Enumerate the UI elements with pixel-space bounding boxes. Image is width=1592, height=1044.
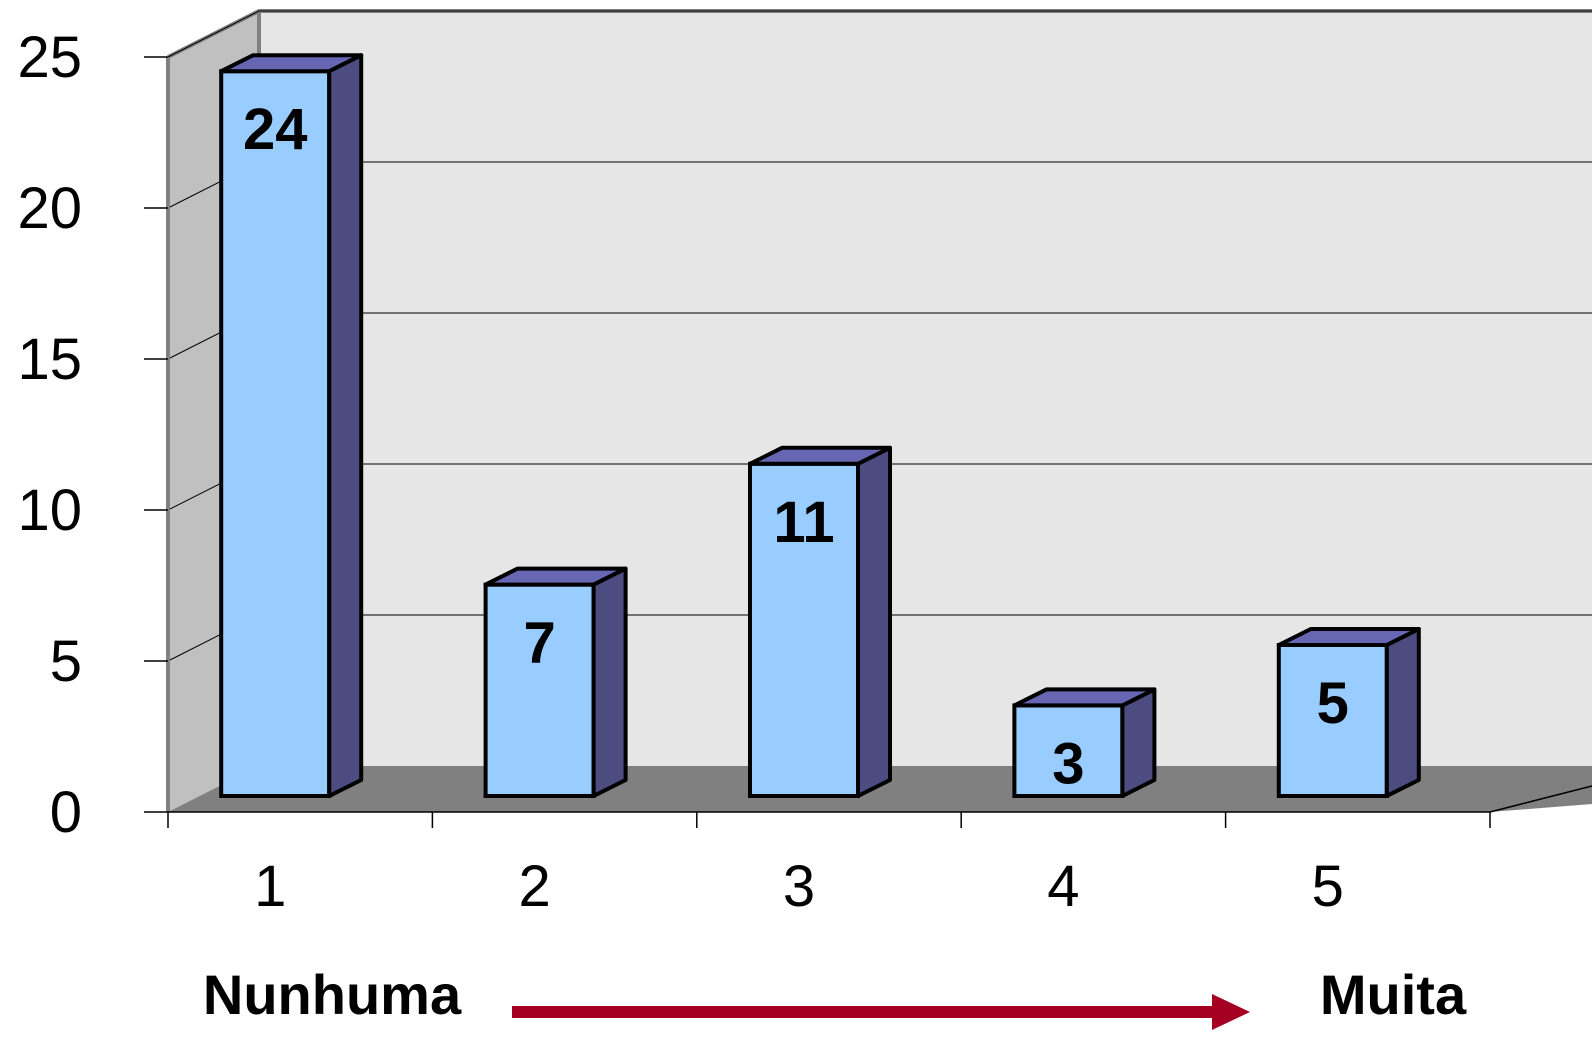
bar-top-face [1012, 687, 1157, 708]
arrow-head [1212, 994, 1250, 1030]
data-label: 7 [523, 611, 555, 676]
bar-top-face [219, 53, 364, 74]
data-label: 5 [1317, 671, 1349, 736]
bar-top-face [483, 566, 628, 587]
data-label: 24 [243, 97, 308, 162]
bar-side-face [327, 53, 364, 798]
tick-labels: 0 5 10 15 20 25 1 2 3 4 5 [17, 25, 1343, 919]
data-label: 3 [1052, 731, 1084, 796]
bar-group: 24 [219, 53, 364, 798]
x-tick-label: 2 [518, 854, 550, 919]
bar-top-face [748, 445, 892, 466]
bar-side-face [856, 445, 892, 798]
x-tick-label: 5 [1312, 854, 1344, 919]
bar [219, 69, 332, 798]
bar-group: 5 [1276, 627, 1421, 798]
bar-side-face [591, 566, 628, 798]
data-label: 11 [773, 490, 834, 555]
bar-side-face [1384, 627, 1421, 798]
y-tick-label: 10 [17, 478, 82, 543]
scale-annotation: Nunhuma Muita [203, 963, 1467, 1030]
bar-group: 3 [1012, 687, 1157, 799]
bar-side-face [1120, 687, 1157, 798]
scale-left-label: Nunhuma [203, 963, 462, 1026]
y-tick-label: 0 [50, 780, 82, 845]
bar-top-face [1276, 627, 1421, 647]
bars: 24 7 11 3 5 [219, 53, 1421, 799]
axes [144, 56, 1491, 828]
x-tick-label: 4 [1047, 854, 1079, 919]
scale-right-label: Muita [1320, 963, 1467, 1026]
y-tick-label: 5 [50, 629, 82, 694]
y-tick-label: 15 [17, 327, 82, 392]
bar-group: 7 [483, 566, 628, 798]
x-tick-label: 3 [783, 854, 815, 919]
x-tick-label: 1 [254, 854, 286, 919]
bar-group: 11 [748, 445, 892, 798]
y-tick-label: 20 [17, 176, 82, 241]
y-tick-label: 25 [17, 25, 82, 90]
floor-right-edge [1489, 785, 1592, 813]
gridline [167, 10, 1592, 58]
bar [1276, 643, 1389, 798]
